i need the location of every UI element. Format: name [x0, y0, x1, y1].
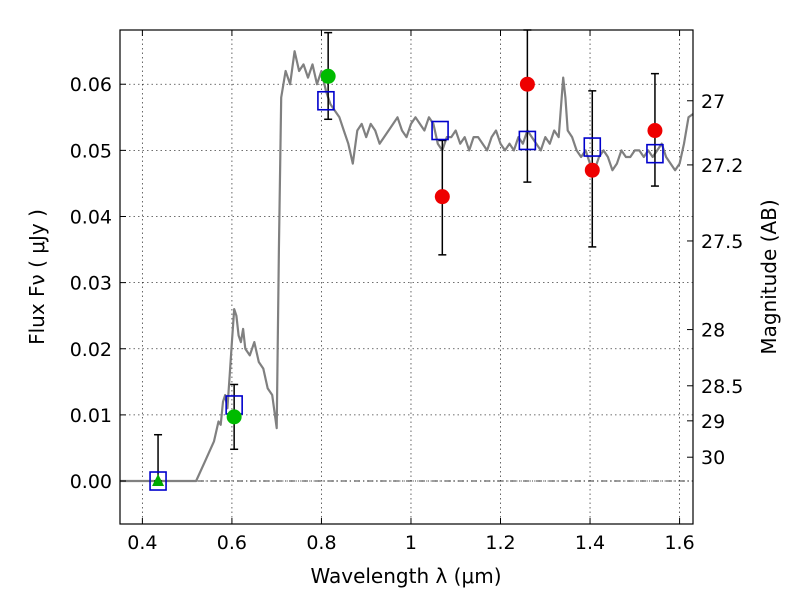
right-axis-ticks: 27 27.2 27.5 28 28.5 29 30: [687, 91, 743, 469]
photometry-point: [226, 409, 242, 425]
y-tick-label: 0.02: [70, 339, 112, 361]
x-tick-label: 1: [405, 532, 417, 554]
magnitude-tick-label: 27.5: [701, 231, 743, 253]
model-photometry-square: [518, 130, 537, 151]
grid-lines: [120, 30, 693, 524]
photometry-point: [647, 123, 663, 139]
magnitude-tick-label: 27: [701, 91, 725, 113]
photometry-point: [519, 76, 535, 92]
y-tick-label: 0.03: [70, 273, 112, 295]
x-tick-label: 0.6: [217, 532, 247, 554]
model-photometry-square: [317, 90, 335, 111]
model-photometry-square: [646, 143, 664, 164]
y-axis-label: Flux Fν ( μJy ): [25, 209, 49, 345]
model-photometry-square: [149, 471, 167, 491]
y-axis-ticks: 0.00 0.01 0.02 0.03 0.04 0.05 0.06: [70, 74, 126, 493]
magnitude-tick-label: 30: [701, 447, 725, 469]
x-tick-label: 1.2: [485, 532, 515, 554]
y-tick-label: 0.05: [70, 140, 112, 162]
y-tick-label: 0.06: [70, 74, 112, 96]
photometry-point: [320, 68, 336, 84]
y-tick-label: 0.01: [70, 405, 112, 427]
x-tick-label: 0.4: [127, 532, 157, 554]
x-tick-label: 1.4: [575, 532, 605, 554]
model-photometry-square: [431, 120, 449, 141]
magnitude-tick-label: 28: [701, 320, 725, 342]
y-tick-label: 0.04: [70, 206, 112, 228]
magnitude-tick-label: 27.2: [701, 155, 743, 177]
photometry-point: [584, 162, 600, 178]
photometry-point: [434, 189, 450, 205]
plot-frame: [119, 29, 694, 525]
x-axis-ticks: 0.4 0.6 0.8 1 1.2 1.4 1.6: [127, 30, 695, 554]
magnitude-tick-label: 29: [701, 411, 725, 433]
upper-limit-triangle: [152, 474, 165, 487]
model-spectrum-line: [120, 50, 694, 483]
right-axis-label: Magnitude (AB): [757, 199, 781, 354]
x-tick-label: 1.6: [664, 532, 694, 554]
y-tick-label: 0.00: [70, 471, 112, 493]
plot-series: [120, 29, 694, 491]
model-photometry-square: [583, 137, 602, 157]
magnitude-tick-label: 28.5: [701, 376, 743, 398]
x-axis-label: Wavelength λ (μm): [310, 564, 501, 588]
x-tick-label: 0.8: [306, 532, 336, 554]
